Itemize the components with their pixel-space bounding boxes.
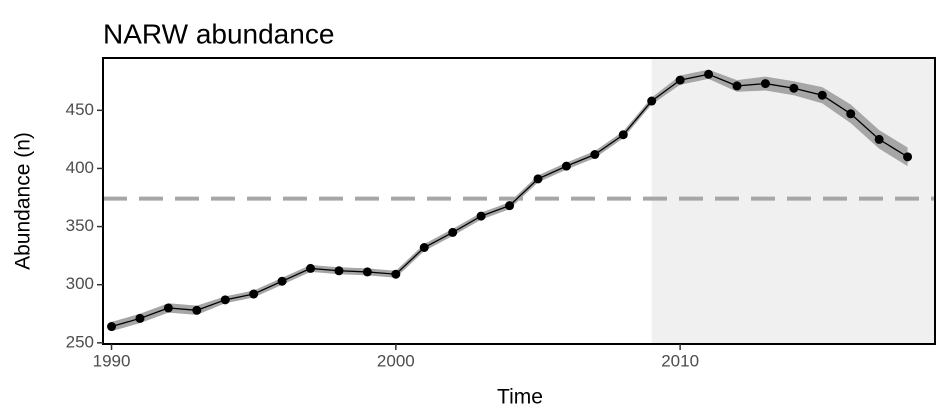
point (362, 267, 372, 277)
point (419, 243, 429, 253)
point (249, 289, 259, 299)
point (505, 201, 515, 211)
point (874, 134, 884, 144)
point (732, 81, 742, 91)
point (192, 305, 202, 315)
y-tick-label: 250 (66, 332, 94, 351)
y-axis-label: Abundance (n) (12, 132, 35, 270)
x-tick-label: 1990 (93, 351, 131, 370)
chart-title: NARW abundance (103, 18, 334, 49)
x-tick-label: 2000 (377, 351, 415, 370)
point (618, 130, 628, 140)
point (476, 211, 486, 221)
y-tick-label: 450 (66, 100, 94, 119)
point (391, 269, 401, 279)
point (846, 109, 856, 119)
point (817, 90, 827, 100)
point (163, 303, 173, 313)
highlight-region (651, 58, 936, 344)
point (306, 263, 316, 273)
point (647, 96, 657, 106)
point (533, 174, 543, 184)
point (448, 227, 458, 237)
point (675, 75, 685, 85)
point (277, 276, 287, 286)
x-axis-label: Time (497, 386, 543, 409)
y-tick-label: 400 (66, 158, 94, 177)
y-tick-label: 300 (66, 274, 94, 293)
point (903, 152, 913, 162)
point (561, 161, 571, 171)
point (704, 69, 714, 79)
point (789, 83, 799, 93)
point (220, 295, 230, 305)
point (590, 149, 600, 159)
point (135, 313, 145, 323)
point (760, 79, 770, 89)
point (107, 322, 117, 332)
plot-border (102, 57, 936, 345)
y-tick-label: 350 (66, 216, 94, 235)
point (334, 266, 344, 276)
x-tick-label: 2010 (661, 351, 699, 370)
